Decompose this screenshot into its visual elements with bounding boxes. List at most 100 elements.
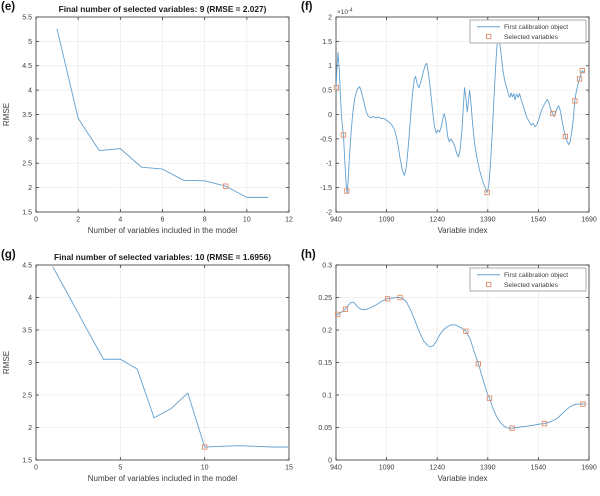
legend-box (469, 19, 587, 44)
selected-variable-marker (550, 110, 556, 117)
y-tick-label: 0 (328, 457, 332, 464)
x-tick-label: 12 (285, 217, 293, 224)
data-line (52, 266, 290, 448)
y-tick-label: 4.5 (22, 262, 32, 269)
y-tick-label: 2 (28, 185, 32, 192)
y-tick-label: 0.2 (322, 327, 332, 334)
selected-variable-marker (576, 76, 583, 82)
x-tick-label: 1090 (379, 217, 395, 224)
x-tick-label: 0 (34, 217, 38, 224)
y-axis-exponent-label: ×10-4 (337, 8, 353, 17)
selected-variable-marker (223, 183, 229, 189)
x-tick-label: 10 (243, 217, 251, 224)
y-tick-label: 2.5 (22, 392, 32, 399)
data-line (335, 36, 586, 194)
panel-label-e: (e) (1, 1, 16, 13)
y-axis-label: RMSE (2, 103, 11, 126)
panel-h: (h) 940 1090 1240 1390 1540 1690 0 0.05 0.1 0.15 0… (300, 248, 600, 496)
y-tick-label: 0.15 (318, 360, 332, 367)
legend-label-line: First calibration object (504, 24, 568, 31)
y-tick-label: 1.5 (22, 457, 32, 464)
selected-variable-marker (579, 67, 585, 74)
x-axis-label: Number of variables included in the mode… (88, 226, 238, 235)
selected-variable-marker (202, 444, 208, 450)
y-tick-label: 1.5 (22, 209, 32, 216)
panel-label-g: (g) (1, 249, 16, 261)
selected-variable-marker (475, 361, 482, 367)
x-tick-label: 940 (330, 465, 342, 472)
selected-variable-marker (572, 98, 578, 104)
y-tick-label: 0.25 (318, 295, 332, 302)
y-tick-label: 2 (28, 425, 32, 432)
x-tick-label: 1540 (531, 465, 547, 472)
selected-variable-marker (342, 306, 349, 312)
chart-title: Final number of selected variables: 10 (… (54, 252, 271, 262)
y-tick-label: 1.5 (322, 39, 332, 46)
y-tick-label: -1 (326, 161, 332, 168)
x-tick-label: 1090 (379, 465, 395, 472)
x-tick-label: 1690 (581, 465, 597, 472)
legend-label-markers: Selected variables (504, 282, 559, 289)
y-tick-label: 2.5 (22, 161, 32, 168)
legend-label-line: First calibration object (504, 272, 568, 279)
chart-e: 0 2 4 6 8 10 12 1.5 2 2.5 3 3.5 4 4.5 5 5.5 Final number… (2, 4, 293, 235)
y-tick-label: 1 (328, 63, 332, 70)
y-tick-label: 3.5 (22, 327, 32, 334)
selected-variable-marker (463, 328, 469, 334)
x-tick-label: 4 (118, 217, 122, 224)
data-line (56, 28, 269, 198)
y-tick-label: 0.05 (318, 425, 332, 432)
x-axis-label: Number of variables included in the mode… (88, 474, 238, 483)
legend-box (469, 267, 587, 292)
x-tick-label: 15 (285, 465, 293, 472)
x-tick-label: 0 (34, 465, 38, 472)
selected-variable-marker (484, 189, 490, 196)
y-tick-label: -0.5 (320, 136, 332, 143)
chart-title: Final number of selected variables: 9 (R… (59, 4, 267, 14)
y-tick-label: 0 (328, 112, 332, 119)
chart-g: 0 5 10 15 1.5 2 2.5 3 3.5 4 4.5 Final number of sel… (2, 252, 293, 483)
selected-variable-marker (340, 132, 347, 138)
x-tick-label: 1690 (581, 217, 597, 224)
chart-f: 940 1090 1240 1390 1540 1690 -2 -1.5 -1 -0.5 0 0.5 1… (320, 8, 597, 236)
y-tick-label: 0.5 (322, 88, 332, 95)
y-tick-label: 3.5 (22, 112, 32, 119)
selected-variable-marker (541, 420, 548, 427)
legend-marker-sample (486, 33, 492, 40)
y-tick-label: 5.5 (22, 14, 32, 21)
x-axis-label: Variable index (437, 474, 487, 483)
selected-variable-marker (580, 401, 586, 407)
panel-label-h: (h) (301, 249, 316, 261)
chart-h: 940 1090 1240 1390 1540 1690 0 0.05 0.1 0.15 0.2 0.… (318, 262, 597, 483)
selected-variable-marker (344, 188, 350, 194)
y-tick-label: -1.5 (320, 185, 332, 192)
x-tick-label: 5 (118, 465, 122, 472)
x-tick-label: 10 (201, 465, 209, 472)
x-tick-label: 1240 (429, 217, 445, 224)
selected-variable-marker (335, 311, 341, 318)
x-axis-label: Variable index (437, 226, 487, 235)
y-tick-label: 5 (28, 39, 32, 46)
selected-variable-marker (333, 85, 339, 91)
x-tick-label: 2 (76, 217, 80, 224)
selected-variable-marker (562, 133, 569, 140)
selected-variable-marker (509, 425, 515, 431)
panel-g: (g) 0 5 10 15 1.5 2 2.5 3 3.5 4 4.5 Final number of… (0, 248, 300, 496)
data-line (335, 297, 587, 429)
selected-variable-marker (397, 294, 403, 301)
panel-f: (f) 940 1090 1240 1390 1540 1690 -2 -1.5 -1 -0.5 0… (300, 0, 600, 248)
legend-label-markers: Selected variables (504, 34, 559, 41)
y-tick-label: 3 (28, 136, 32, 143)
y-tick-label: 0.3 (322, 262, 332, 269)
panel-e: (e) 0 2 4 6 8 10 12 1.5 2 2.5 3 3.5 4 4.5 5 5.5 Final nu… (0, 0, 300, 248)
x-tick-label: 8 (203, 217, 207, 224)
y-tick-label: -2 (326, 209, 332, 216)
y-tick-label: 2 (328, 14, 332, 21)
x-tick-label: 6 (161, 217, 165, 224)
panel-label-f: (f) (301, 1, 313, 13)
selected-variable-marker (486, 395, 493, 401)
x-tick-label: 1540 (531, 217, 547, 224)
y-axis-label: RMSE (2, 351, 11, 374)
x-tick-label: 1240 (429, 465, 445, 472)
